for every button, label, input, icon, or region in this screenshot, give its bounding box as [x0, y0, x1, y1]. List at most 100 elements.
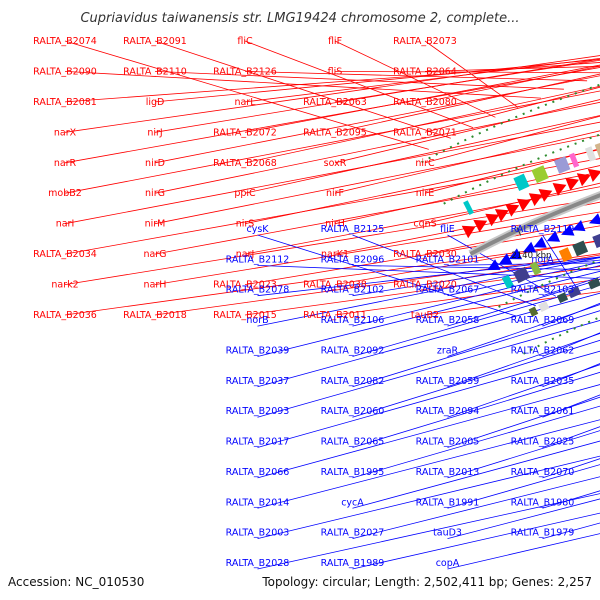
reverse-gene-label[interactable]: RALTA_B2067 — [416, 285, 480, 296]
forward-gene-label[interactable]: nirS — [236, 219, 255, 230]
leader-line — [154, 40, 451, 139]
forward-gene-label[interactable]: RALTA_B2015 — [213, 310, 277, 321]
forward-gene-label[interactable]: RALTA_B2081 — [33, 97, 97, 108]
reverse-gene-label[interactable]: fliE — [440, 224, 455, 235]
forward-gene-label[interactable]: RALTA_B2090 — [33, 66, 97, 77]
reverse-gene-label[interactable]: RALTA_B2014 — [226, 497, 290, 508]
forward-gene-label[interactable]: nirE — [416, 188, 435, 199]
reverse-gene-label[interactable]: RALTA_B2070 — [511, 467, 575, 478]
forward-gene-label[interactable]: nirM — [145, 219, 166, 230]
reverse-gene-label[interactable]: RALTA_B1995 — [321, 467, 385, 478]
reverse-gene-label[interactable]: RALTA_B2003 — [226, 528, 290, 539]
reverse-gene-label[interactable]: RALTA_B2059 — [416, 376, 480, 387]
reverse-gene-label[interactable]: RALTA_B2028 — [226, 558, 290, 569]
reverse-gene-label[interactable]: RALTA_B2092 — [321, 346, 385, 357]
forward-gene-label[interactable]: RALTA_B2068 — [213, 158, 277, 169]
reverse-gene-label[interactable]: RALTA_B1979 — [511, 528, 575, 539]
reverse-gene-label[interactable]: cycA — [341, 497, 364, 508]
reverse-gene-label[interactable]: zraR — [437, 346, 459, 357]
forward-gene-label[interactable]: nirH — [325, 219, 345, 230]
reverse-gene-label[interactable]: RALTA_B2125 — [321, 224, 385, 235]
reverse-gene-label[interactable]: tauD3 — [433, 528, 462, 539]
forward-gene-label[interactable]: narH — [144, 280, 167, 291]
forward-gene-label[interactable]: RALTA_B2126 — [213, 66, 277, 77]
forward-gene-label[interactable]: fliC — [237, 36, 253, 47]
forward-gene-label[interactable]: RALTA_B2095 — [303, 127, 367, 138]
reverse-gene-label[interactable]: RALTA_B2013 — [416, 467, 480, 478]
reverse-gene-label[interactable]: RALTA_B2039 — [226, 346, 290, 357]
forward-gene-label[interactable]: RALTA_B2020 — [393, 280, 457, 291]
reverse-gene-label[interactable]: RALTA_B1980 — [511, 497, 575, 508]
forward-gene-label[interactable]: RALTA_B2110 — [123, 66, 187, 77]
reverse-gene-label[interactable]: RALTA_B2102 — [321, 285, 385, 296]
forward-gene-label[interactable]: nirJ — [147, 127, 162, 138]
forward-gene-label[interactable]: RALTA_B2091 — [123, 36, 187, 47]
reverse-gene-label[interactable]: RALTA_B2062 — [511, 346, 575, 357]
forward-gene-label[interactable]: narI — [56, 219, 75, 230]
reverse-gene-label[interactable]: RALTA_B2119 — [511, 224, 575, 235]
reverse-gene-label[interactable]: norA — [531, 254, 554, 265]
forward-gene-label[interactable]: ppiC — [234, 188, 256, 199]
forward-gene-label[interactable]: tauB2 — [411, 310, 439, 321]
forward-gene-label[interactable]: RALTA_B2064 — [393, 66, 457, 77]
forward-gene-label[interactable]: fliS — [328, 66, 343, 77]
reverse-gene-label[interactable]: RALTA_B2060 — [321, 406, 385, 417]
reverse-gene-label[interactable]: RALTA_B2069 — [511, 315, 575, 326]
forward-gene-label[interactable]: RALTA_B2011 — [303, 310, 367, 321]
forward-gene-label[interactable]: mobB2 — [48, 188, 82, 199]
reverse-gene-label[interactable]: RALTA_B2035 — [511, 376, 575, 387]
reverse-gene-label[interactable]: cysK — [246, 224, 269, 235]
forward-gene-label[interactable]: RALTA_B2038 — [303, 280, 367, 291]
forward-gene-label[interactable]: RALTA_B2072 — [213, 127, 277, 138]
reverse-gene-label[interactable]: RALTA_B2065 — [321, 437, 385, 448]
reverse-gene-label[interactable]: copA — [436, 558, 460, 569]
forward-gene-label[interactable]: nirG — [145, 188, 165, 199]
reverse-gene-label[interactable]: RALTA_B2093 — [226, 406, 290, 417]
reverse-gene-label[interactable]: RALTA_B2066 — [226, 467, 290, 478]
forward-gene-label[interactable]: narX — [54, 127, 77, 138]
forward-gene-label[interactable]: nark2 — [51, 280, 78, 291]
forward-gene-label[interactable]: narL — [234, 97, 256, 108]
forward-gene-label[interactable]: ligD — [146, 97, 165, 108]
forward-gene-label[interactable]: RALTA_B2023 — [213, 280, 277, 291]
reverse-gene-label[interactable]: RALTA_B2058 — [416, 315, 480, 326]
forward-gene-label[interactable]: narJ — [236, 249, 255, 260]
reverse-gene-label[interactable]: RALTA_B2061 — [511, 406, 575, 417]
reverse-gene-label[interactable]: RALTA_B2094 — [416, 406, 480, 417]
forward-gene-label[interactable]: nirF — [326, 188, 344, 199]
forward-gene-label[interactable]: nirC — [415, 158, 435, 169]
forward-gene-label[interactable]: RALTA_B2030 — [393, 249, 457, 260]
reverse-gene-label[interactable]: norB — [246, 315, 268, 326]
reverse-gene-label[interactable]: RALTA_B2101 — [416, 254, 480, 265]
reverse-gene-label[interactable]: RALTA_B2025 — [511, 437, 575, 448]
reverse-gene-label[interactable]: RALTA_B2082 — [321, 376, 385, 387]
reverse-gene-label[interactable]: RALTA_B2112 — [226, 254, 290, 265]
forward-gene-label[interactable]: RALTA_B2071 — [393, 127, 457, 138]
forward-cog-block — [584, 146, 597, 162]
forward-gene-label[interactable]: soxR — [324, 158, 347, 169]
reverse-gene-label[interactable]: RALTA_B2078 — [226, 285, 290, 296]
reverse-gene-label[interactable]: RALTA_B1989 — [321, 558, 385, 569]
forward-gene-label[interactable]: RALTA_B2063 — [303, 97, 367, 108]
forward-gene-label[interactable]: fliF — [328, 36, 342, 47]
reverse-gene-label[interactable]: RALTA_B2106 — [321, 315, 385, 326]
reverse-gene-label[interactable]: RALTA_B2103 — [511, 285, 575, 296]
forward-gene-label[interactable]: RALTA_B2073 — [393, 36, 457, 47]
forward-gene-label[interactable]: RALTA_B2074 — [33, 36, 97, 47]
reverse-gene-label[interactable]: RALTA_B1991 — [416, 497, 480, 508]
reverse-gene-label[interactable]: RALTA_B2017 — [226, 437, 290, 448]
reverse-gene-label[interactable]: RALTA_B2005 — [416, 437, 480, 448]
reverse-gene-label[interactable]: RALTA_B2037 — [226, 376, 290, 387]
reverse-gene-label[interactable]: RALTA_B2096 — [321, 254, 385, 265]
forward-gene-label[interactable]: narK1 — [321, 249, 349, 260]
forward-gene-label[interactable]: RALTA_B2034 — [33, 249, 97, 260]
forward-gene-label[interactable]: cqnS — [413, 219, 436, 230]
forward-gene-label[interactable]: narR — [54, 158, 77, 169]
forward-gene-label[interactable]: RALTA_B2036 — [33, 310, 97, 321]
forward-gene-label[interactable]: nirD — [145, 158, 165, 169]
reverse-gene-label[interactable]: RALTA_B2027 — [321, 528, 385, 539]
forward-gene-label[interactable]: RALTA_B2018 — [123, 310, 187, 321]
forward-gene-label[interactable]: RALTA_B2080 — [393, 97, 457, 108]
gene-labels[interactable]: RALTA_B2074 RALTA_B2091 fliC fliF RALTA_B207… — [33, 36, 574, 569]
forward-gene-label[interactable]: narG — [143, 249, 166, 260]
